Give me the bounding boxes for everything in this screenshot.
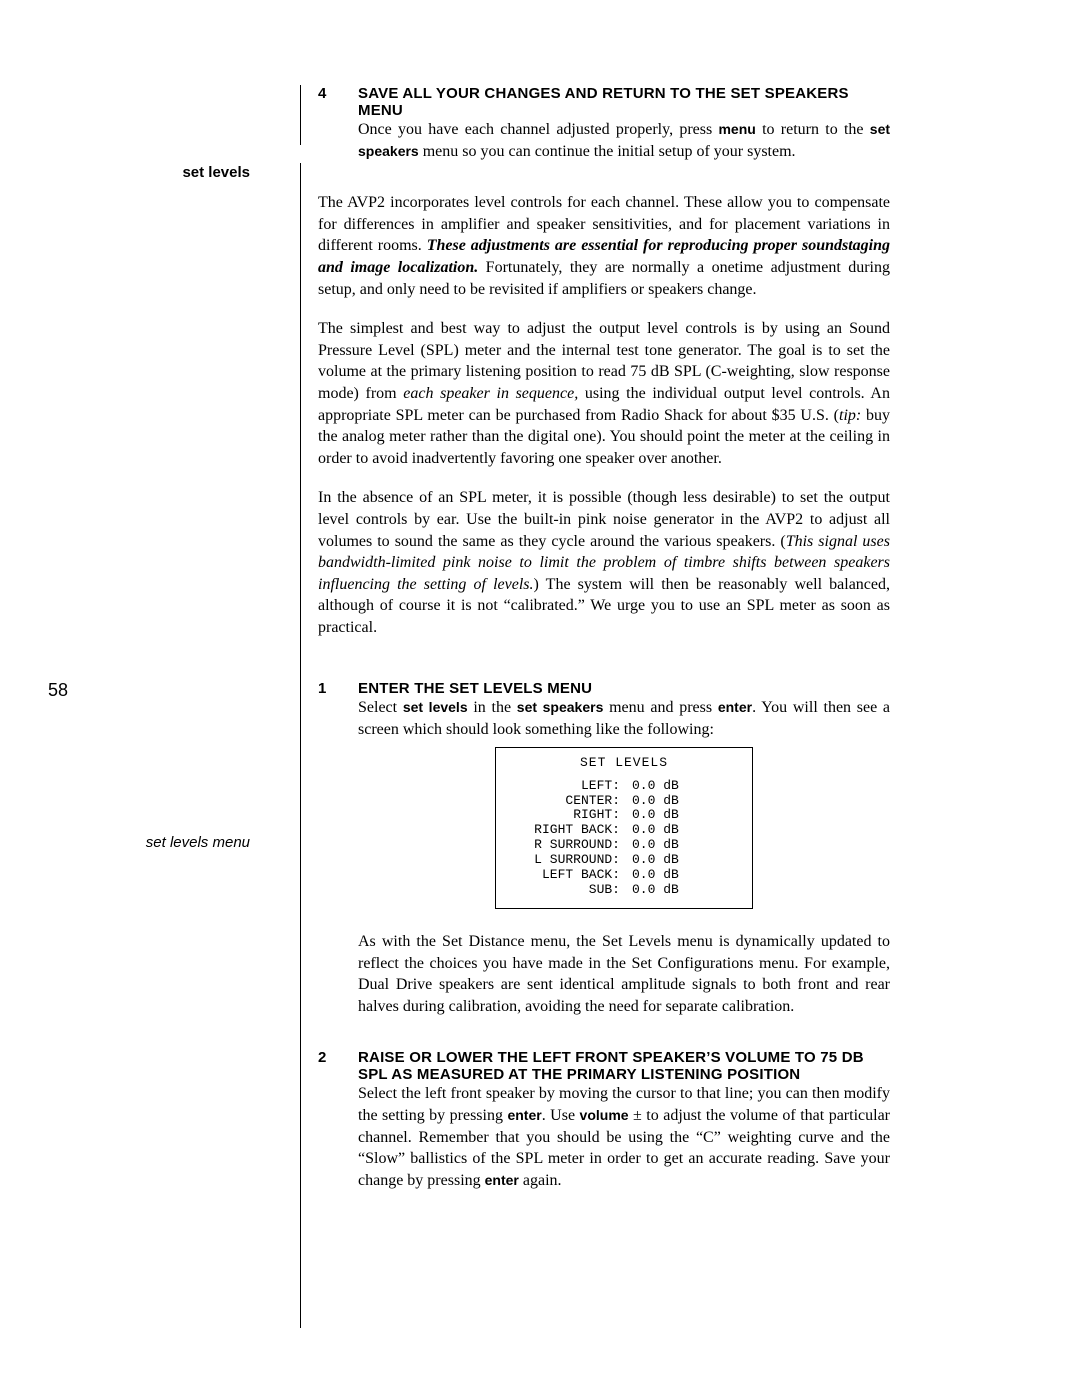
ui-word: menu — [718, 121, 755, 137]
text: Once you have each channel adjusted prop… — [358, 121, 718, 138]
step-text: Once you have each channel adjusted prop… — [358, 119, 890, 162]
text: . Use — [542, 1107, 580, 1124]
step-1: 1 ENTER THE SET LEVELS MENU Select set l… — [318, 680, 890, 1017]
menu-row-value: 0.0 dB — [632, 868, 679, 883]
page-number: 58 — [48, 680, 68, 701]
text: again. — [519, 1172, 562, 1189]
menu-rows: LEFT:0.0 dBCENTER:0.0 dBRIGHT:0.0 dBRIGH… — [510, 779, 738, 899]
step-body: ENTER THE SET LEVELS MENU Select set lev… — [358, 680, 890, 1017]
step-text: Select set levels in the set speakers me… — [358, 697, 890, 740]
menu-row-label: LEFT BACK: — [510, 868, 620, 883]
step-number: 1 — [318, 680, 338, 1017]
menu-row-value: 0.0 dB — [632, 794, 679, 809]
menu-row-label: L SURROUND: — [510, 853, 620, 868]
menu-row: L SURROUND: 0.0 dB — [510, 853, 738, 868]
text-italic: each speaker in sequence, — [403, 385, 578, 402]
menu-row: LEFT BACK: 0.0 dB — [510, 868, 738, 883]
step-number: 4 — [318, 85, 338, 162]
step-2: 2 RAISE OR LOWER THE LEFT FRONT SPEAKER’… — [318, 1049, 890, 1191]
menu-row: CENTER: 0.0 dB — [510, 794, 738, 809]
step-number: 2 — [318, 1049, 338, 1191]
menu-row-value: 0.0 dB — [632, 838, 679, 853]
step-title: ENTER THE SET LEVELS MENU — [358, 680, 890, 697]
text: in the — [468, 699, 517, 716]
step-4: 4 SAVE ALL YOUR CHANGES AND RETURN TO TH… — [318, 85, 890, 162]
paragraph: In the absence of an SPL meter, it is po… — [318, 487, 890, 638]
content-column: 4 SAVE ALL YOUR CHANGES AND RETURN TO TH… — [318, 85, 890, 1191]
menu-row-label: RIGHT BACK: — [510, 823, 620, 838]
ui-word: enter — [507, 1107, 541, 1123]
ui-word: volume — [580, 1107, 629, 1123]
side-label-set-levels-menu: set levels menu — [70, 834, 250, 851]
step-body: RAISE OR LOWER THE LEFT FRONT SPEAKER’S … — [358, 1049, 890, 1191]
menu-row: RIGHT: 0.0 dB — [510, 808, 738, 823]
menu-row-label: RIGHT: — [510, 808, 620, 823]
ui-word: enter — [718, 699, 752, 715]
menu-row: RIGHT BACK: 0.0 dB — [510, 823, 738, 838]
menu-row-label: R SURROUND: — [510, 838, 620, 853]
step-body: SAVE ALL YOUR CHANGES AND RETURN TO THE … — [358, 85, 890, 162]
side-label-set-levels: set levels — [70, 164, 250, 181]
menu-row: SUB: 0.0 dB — [510, 883, 738, 898]
menu-row-label: SUB: — [510, 883, 620, 898]
ui-word: set levels — [403, 699, 468, 715]
text: Select — [358, 699, 403, 716]
menu-row-label: LEFT: — [510, 779, 620, 794]
text: menu and press — [603, 699, 717, 716]
set-levels-menu-box: SET LEVELS LEFT:0.0 dBCENTER:0.0 dBRIGHT… — [495, 747, 753, 909]
divider-line-2 — [300, 163, 301, 1328]
menu-row-value: 0.0 dB — [632, 779, 679, 794]
menu-row-label: CENTER: — [510, 794, 620, 809]
text: menu so you can continue the initial set… — [419, 143, 796, 160]
ui-word: enter — [485, 1172, 519, 1188]
menu-row-value: 0.0 dB — [632, 883, 679, 898]
page: 58 set levels set levels menu 4 SAVE ALL… — [0, 0, 1080, 1397]
step-title: SAVE ALL YOUR CHANGES AND RETURN TO THE … — [358, 85, 890, 119]
step-text: Select the left front speaker by moving … — [358, 1083, 890, 1191]
menu-row-value: 0.0 dB — [632, 853, 679, 868]
menu-row: R SURROUND: 0.0 dB — [510, 838, 738, 853]
menu-title: SET LEVELS — [510, 756, 738, 771]
step-text-after: As with the Set Distance menu, the Set L… — [358, 931, 890, 1017]
paragraph: The simplest and best way to adjust the … — [318, 318, 890, 469]
divider-line-1 — [300, 85, 301, 145]
text-italic: tip: — [839, 407, 861, 424]
menu-row-value: 0.0 dB — [632, 823, 679, 838]
menu-row-value: 0.0 dB — [632, 808, 679, 823]
text: to return to the — [756, 121, 870, 138]
menu-row: LEFT: 0.0 dB — [510, 779, 738, 794]
ui-word: set speakers — [517, 699, 604, 715]
paragraph: The AVP2 incorporates level controls for… — [318, 192, 890, 300]
step-title: RAISE OR LOWER THE LEFT FRONT SPEAKER’S … — [358, 1049, 890, 1083]
